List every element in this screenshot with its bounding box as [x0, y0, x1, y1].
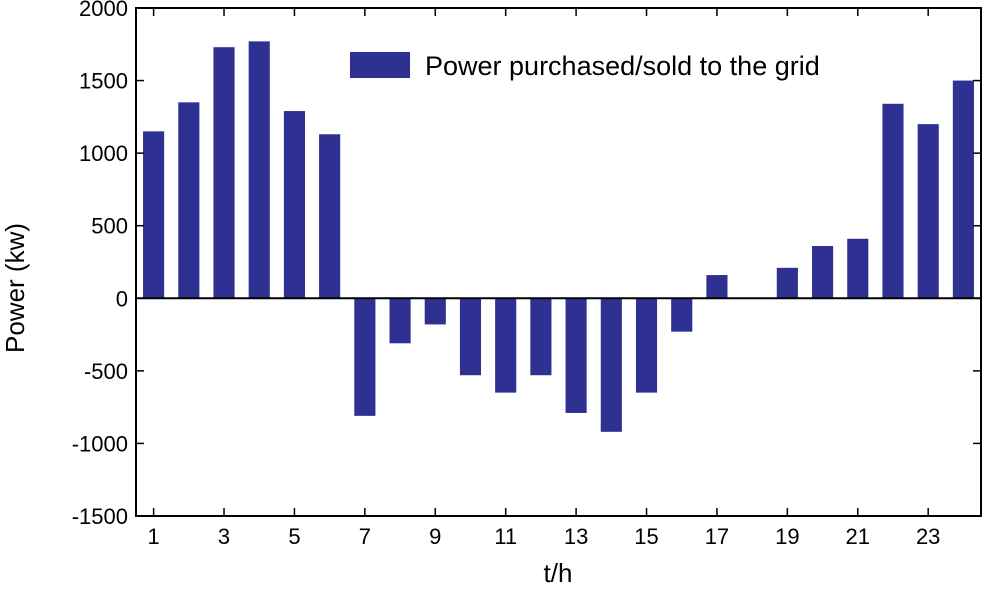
y-axis: -1500 -1000 -500 0 500 1000 1500 2000: [72, 0, 981, 529]
x-tick-label: 21: [846, 524, 870, 549]
x-tick-label: 9: [429, 524, 441, 549]
legend-label: Power purchased/sold to the grid: [425, 51, 820, 81]
bar-t19: [776, 267, 798, 299]
bar-t17: [706, 275, 728, 299]
bar-t24: [952, 80, 974, 299]
bar-t3: [213, 47, 235, 299]
y-tick-label: -500: [84, 359, 128, 384]
y-tick-label: -1000: [72, 431, 128, 456]
y-tick-label: 1000: [79, 141, 128, 166]
bars-group: [143, 41, 974, 432]
y-tick-label: 500: [91, 214, 128, 239]
x-tick-label: 5: [288, 524, 300, 549]
bar-t16: [671, 298, 693, 332]
bar-t8: [389, 298, 411, 344]
y-tick-label: 2000: [79, 0, 128, 21]
x-tick-label: 1: [147, 524, 159, 549]
x-axis-title: t/h: [544, 558, 573, 588]
legend: Power purchased/sold to the grid: [350, 51, 820, 81]
bar-t12: [530, 298, 552, 376]
y-tick-label: -1500: [72, 504, 128, 529]
bar-t10: [459, 298, 482, 376]
bar-t9: [424, 298, 446, 325]
y-axis-title: Power (kw): [0, 223, 30, 353]
bar-t13: [565, 298, 587, 413]
bar-t6: [319, 134, 341, 299]
legend-swatch: [350, 52, 410, 78]
x-axis: 1 3 5 7 9 11 13 15 17 19 21 23: [147, 8, 940, 549]
bar-t15: [635, 298, 658, 393]
bar-t7: [354, 298, 376, 416]
x-tick-label: 23: [916, 524, 940, 549]
x-tick-label: 19: [775, 524, 799, 549]
bar-t20: [812, 246, 834, 299]
bar-t11: [495, 298, 517, 393]
x-tick-label: 3: [218, 524, 230, 549]
x-tick-label: 13: [564, 524, 588, 549]
bar-t2: [178, 102, 200, 299]
x-tick-label: 17: [705, 524, 729, 549]
bar-t22: [882, 103, 904, 299]
bar-t23: [917, 124, 939, 299]
y-tick-label: 1500: [79, 69, 128, 94]
x-tick-label: 15: [634, 524, 658, 549]
x-tick-label: 11: [494, 524, 517, 549]
bar-t1: [143, 131, 165, 299]
bar-t14: [600, 298, 622, 432]
y-tick-label: 0: [116, 286, 128, 311]
bar-t21: [847, 238, 869, 299]
bar-t4: [248, 41, 270, 299]
plot-frame: [135, 7, 982, 517]
x-tick-label: 7: [359, 524, 371, 549]
bar-t5: [283, 111, 306, 299]
